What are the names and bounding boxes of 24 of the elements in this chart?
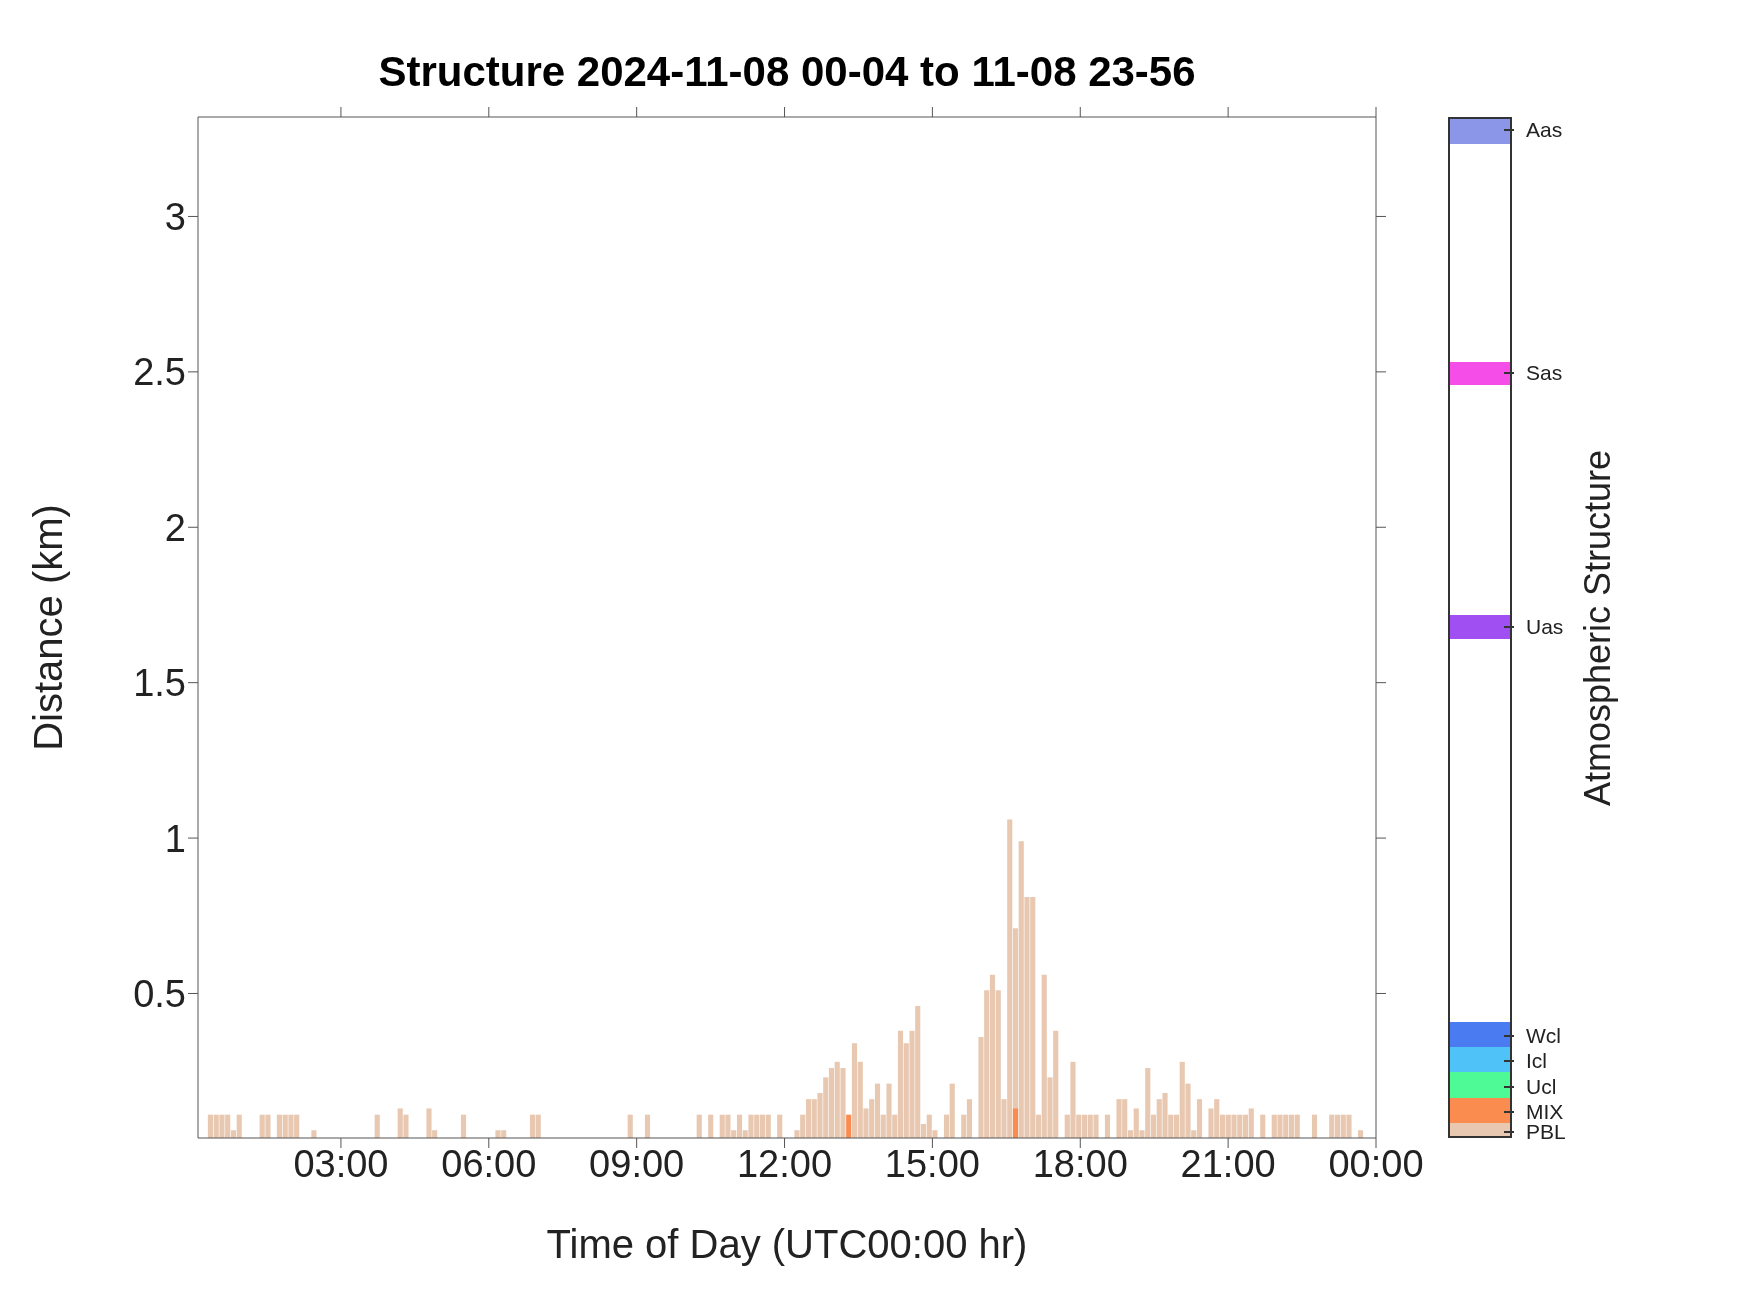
y-tick-label: 3: [164, 195, 186, 238]
y-tick-label: 1.5: [133, 662, 186, 705]
y-tick-label: 2.5: [133, 351, 186, 394]
legend-label: Sas: [1526, 360, 1563, 385]
x-tick-label: 06:00: [441, 1142, 537, 1185]
x-tick-label: 09:00: [589, 1142, 685, 1185]
x-tick-label: 12:00: [736, 1142, 833, 1185]
x-tick-label: 00:00: [1328, 1142, 1424, 1185]
y-tick-label: 1: [164, 817, 186, 860]
chart-title: Structure 2024-11-08 00-04 to 11-08 23-56: [377, 48, 1197, 96]
x-tick-label: 15:00: [884, 1142, 980, 1185]
legend-label: Icl: [1526, 1049, 1547, 1074]
legend-label: Uas: [1526, 614, 1564, 639]
y-tick-label: 2: [164, 506, 186, 549]
legend-title: Atmospheric Structure: [1577, 449, 1619, 806]
x-tick-label: 21:00: [1180, 1142, 1276, 1185]
y-axis-title: Distance (km): [26, 504, 71, 751]
x-axis-title: Time of Day (UTC00:00 hr): [546, 1222, 1028, 1266]
legend-label: Aas: [1526, 117, 1563, 142]
legend-label: Wcl: [1526, 1023, 1561, 1048]
legend-label: Ucl: [1526, 1074, 1557, 1099]
x-tick-label: 18:00: [1032, 1142, 1128, 1185]
x-tick-label: 03:00: [293, 1142, 389, 1185]
y-tick-label: 0.5: [133, 972, 186, 1015]
